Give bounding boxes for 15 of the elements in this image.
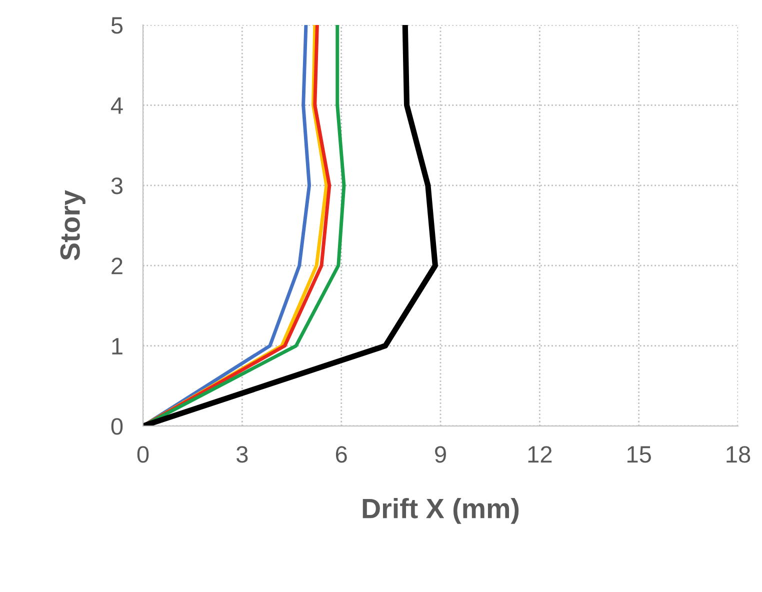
y-tick-label: 1	[112, 338, 122, 354]
x-tick-label: 6	[336, 446, 347, 463]
x-tick-label: 3	[236, 446, 248, 463]
y-tick-label: 3	[111, 177, 123, 194]
x-tick-label: 9	[435, 446, 446, 463]
y-tick-label: 0	[111, 418, 123, 435]
y-tick-label: 2	[112, 258, 122, 274]
x-tick-label: 15	[628, 446, 651, 463]
y-tick-label: 5	[111, 17, 123, 34]
x-tick-label: 18	[726, 446, 750, 463]
x-axis-title: Drift X (mm)	[362, 498, 519, 524]
x-tick-label: 12	[528, 446, 552, 463]
y-tick-label: 4	[110, 98, 123, 114]
x-tick-label: 0	[137, 446, 149, 463]
y-axis-title: Story	[60, 190, 86, 260]
